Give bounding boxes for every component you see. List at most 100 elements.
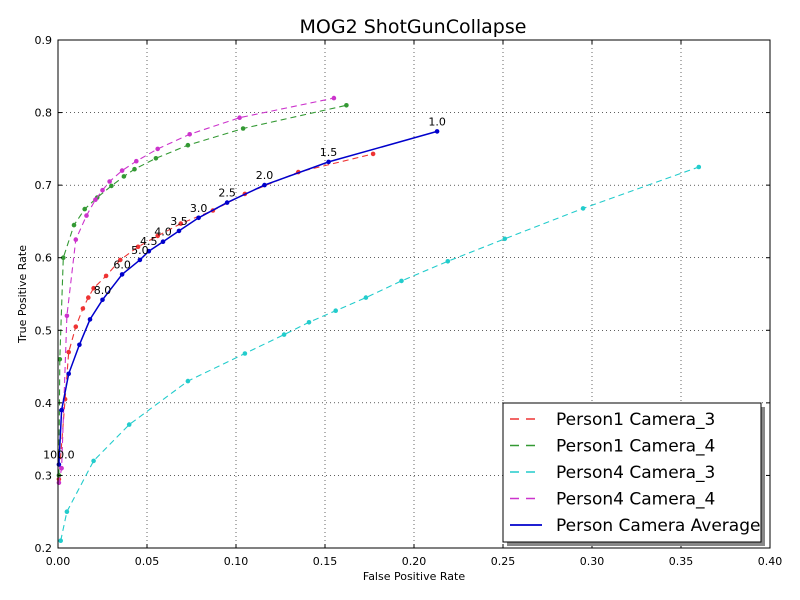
axis-ticks: 0.00 0.05 0.10 0.15 0.20 0.25 0.30 0.35 0.40 0.2 0… <box>35 34 783 568</box>
data-point <box>185 378 191 384</box>
data-point <box>118 257 123 263</box>
data-point <box>176 228 182 234</box>
threshold-label: 2.0 <box>256 169 274 182</box>
data-point <box>187 132 192 137</box>
data-point <box>178 221 184 226</box>
threshold-label: 2.5 <box>218 187 236 200</box>
y-tick-label: 0.5 <box>35 324 53 337</box>
data-point <box>363 295 369 300</box>
threshold-label: 1.0 <box>428 115 446 128</box>
y-tick-label: 0.7 <box>35 179 53 192</box>
y-tick-label: 0.3 <box>35 469 53 482</box>
grid <box>58 40 770 548</box>
data-point <box>66 371 71 377</box>
series-line <box>58 130 438 465</box>
data-point <box>306 320 312 325</box>
series-5 <box>56 129 440 467</box>
data-point <box>73 324 79 330</box>
data-point <box>135 244 141 250</box>
data-point <box>58 538 63 543</box>
y-axis-label: True Positive Rate <box>16 245 29 344</box>
legend-label: Person Camera Average <box>556 516 760 536</box>
legend-item: Person1 Camera_3 <box>510 410 715 430</box>
data-point <box>64 509 70 514</box>
data-point <box>86 295 91 300</box>
threshold-label: 8.0 <box>94 284 112 297</box>
data-point <box>445 259 451 264</box>
series-line <box>58 153 374 480</box>
data-point <box>502 236 508 242</box>
data-point <box>84 213 89 218</box>
data-point <box>370 151 376 157</box>
data-point <box>580 206 586 211</box>
threshold-label: 1.5 <box>320 146 338 159</box>
data-point <box>100 297 105 303</box>
data-point <box>77 342 82 348</box>
data-point <box>107 179 112 184</box>
data-point <box>399 278 404 284</box>
legend-item: Person4 Camera_4 <box>510 490 715 510</box>
legend-label: Person4 Camera_3 <box>556 463 715 483</box>
series-layer <box>56 95 702 543</box>
x-tick-label: 0.30 <box>580 555 605 568</box>
data-point <box>91 458 96 464</box>
x-tick-label: 0.40 <box>758 555 783 568</box>
data-point <box>344 103 349 108</box>
data-point <box>61 255 66 260</box>
data-point <box>240 126 246 131</box>
data-point <box>91 285 96 291</box>
legend-label: Person1 Camera_3 <box>556 410 715 430</box>
x-tick-label: 0.15 <box>313 555 338 568</box>
data-point <box>326 159 331 165</box>
threshold-label: 4.5 <box>140 235 158 248</box>
data-point <box>80 306 86 311</box>
data-point <box>56 480 62 486</box>
y-tick-label: 0.9 <box>35 34 53 47</box>
x-tick-label: 0.05 <box>135 555 160 568</box>
x-axis-label: False Positive Rate <box>363 570 465 583</box>
series-2 <box>56 103 349 478</box>
data-point <box>146 248 152 254</box>
legend-box <box>502 402 762 543</box>
data-point <box>155 233 160 239</box>
chart-title: MOG2 ShotGunCollapse <box>300 16 527 38</box>
data-point <box>82 206 87 212</box>
y-tick-label: 0.4 <box>35 397 53 410</box>
data-point <box>73 237 79 242</box>
data-point <box>100 187 105 193</box>
data-point <box>160 239 166 244</box>
data-point <box>237 115 242 120</box>
data-point <box>103 273 109 279</box>
threshold-label: 5.0 <box>131 244 149 257</box>
data-point <box>242 351 248 356</box>
data-point <box>93 197 98 202</box>
data-point <box>56 462 62 467</box>
data-point <box>109 183 114 189</box>
legend-item: Person Camera Average <box>510 516 760 536</box>
data-point <box>185 142 191 148</box>
data-point <box>59 465 64 471</box>
data-point <box>696 164 702 170</box>
data-point <box>132 166 137 172</box>
series-3 <box>58 164 702 543</box>
threshold-label: 4.0 <box>154 226 172 239</box>
threshold-label: 6.0 <box>113 258 131 271</box>
data-point <box>331 95 337 101</box>
data-point <box>434 129 440 134</box>
data-point <box>134 158 139 164</box>
threshold-labels: 1.0 1.5 2.0 2.5 3.03.54.04.55.06.08.0 100.0 <box>43 115 446 461</box>
legend-item: Person1 Camera_4 <box>510 437 715 457</box>
x-tick-label: 0.35 <box>669 555 694 568</box>
legend-item: Person4 Camera_3 <box>510 463 715 483</box>
legend: Person1 Camera_3 Person1 Camera_4 Person4 … <box>502 402 765 546</box>
data-point <box>281 332 287 337</box>
data-point <box>224 200 230 205</box>
x-tick-label: 0.00 <box>46 555 71 568</box>
legend-items: Person1 Camera_3 Person1 Camera_4 Person4 … <box>510 410 760 536</box>
data-point <box>64 313 70 319</box>
x-tick-label: 0.10 <box>224 555 249 568</box>
threshold-label: 100.0 <box>43 449 75 462</box>
data-point <box>71 222 77 228</box>
series-4 <box>56 95 337 486</box>
